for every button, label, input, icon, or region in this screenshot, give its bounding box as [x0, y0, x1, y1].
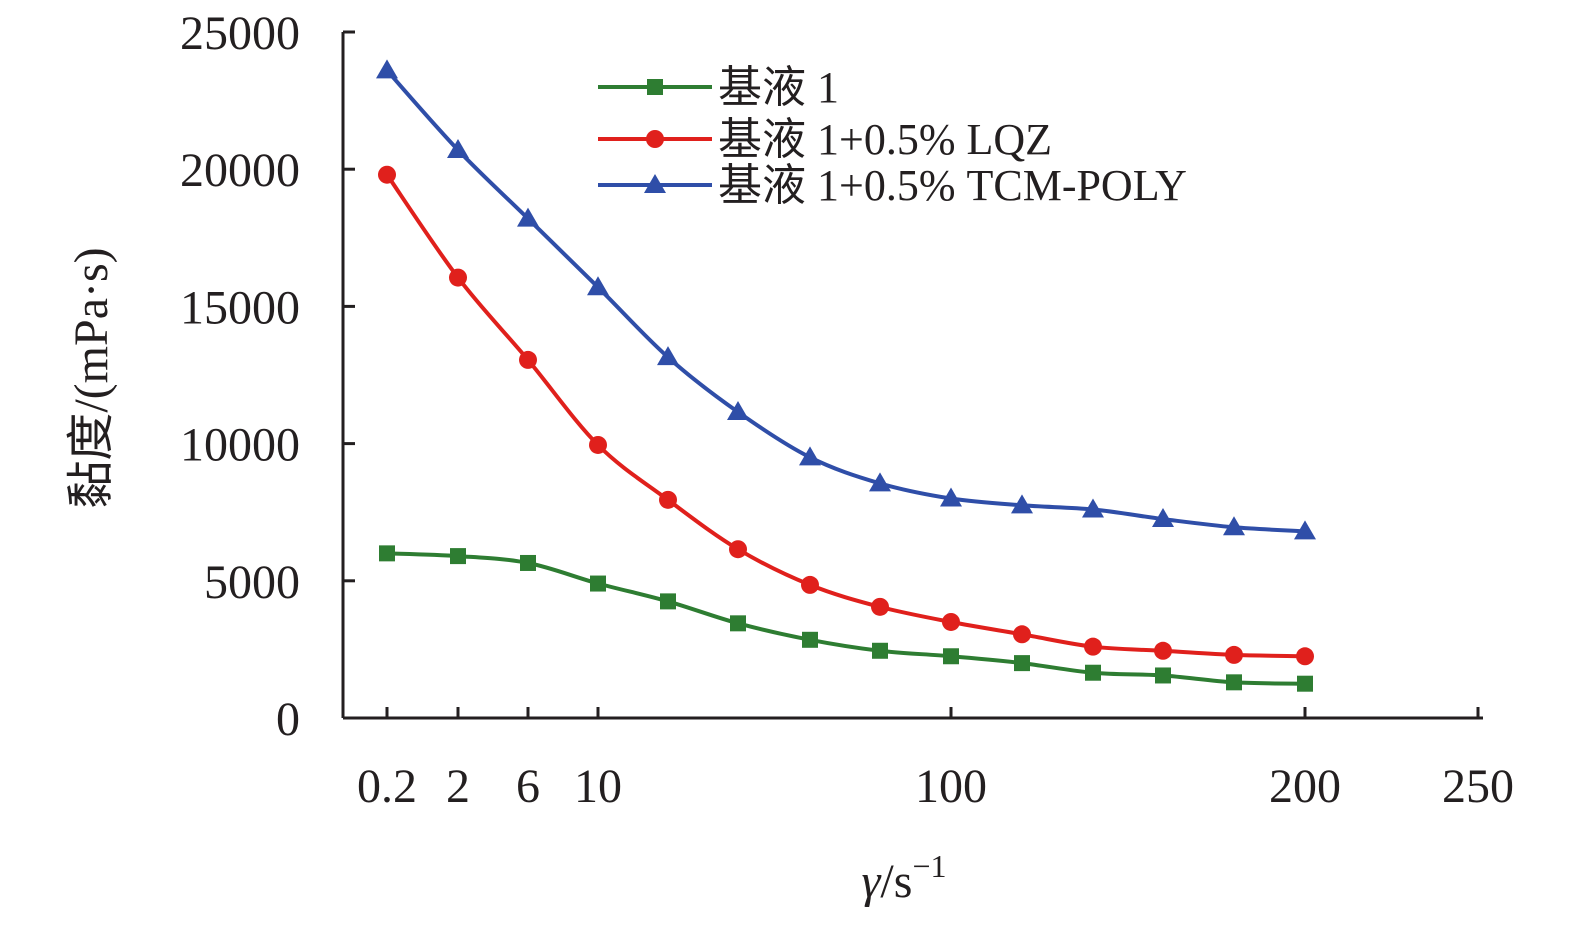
- legend-marker: [646, 130, 664, 148]
- series-lqz: [378, 165, 1314, 666]
- legend-item-base-fluid: 基液 1: [598, 63, 839, 112]
- data-point: [1084, 637, 1102, 656]
- data-point: [447, 138, 469, 158]
- data-point: [1225, 645, 1243, 664]
- data-point: [517, 207, 539, 227]
- legend-label: 基液 1: [718, 63, 839, 112]
- x-tick-label: 0.2: [357, 760, 417, 813]
- data-point: [519, 350, 537, 369]
- data-point: [730, 615, 746, 632]
- data-point: [659, 490, 677, 509]
- y-tick-label: 5000: [204, 556, 300, 609]
- data-point: [799, 446, 821, 466]
- y-tick-label: 20000: [180, 144, 300, 197]
- y-tick-label: 15000: [180, 281, 300, 334]
- series-base-fluid: [379, 545, 1313, 692]
- data-point: [660, 593, 676, 610]
- data-point: [1155, 667, 1171, 684]
- data-point: [729, 540, 747, 559]
- legend-marker: [644, 174, 666, 193]
- data-point: [520, 554, 536, 571]
- x-tick-label: 6: [516, 760, 540, 813]
- legend-marker: [647, 79, 663, 95]
- series-tcm-poly: [376, 59, 1316, 540]
- data-point: [1082, 498, 1104, 518]
- data-point: [1226, 674, 1242, 691]
- data-point: [1152, 508, 1174, 528]
- x-axis-symbol: γ: [862, 855, 882, 908]
- data-point: [1011, 494, 1033, 514]
- data-point: [378, 165, 396, 184]
- data-point: [450, 548, 466, 565]
- data-point: [727, 401, 749, 421]
- data-point: [1223, 516, 1245, 536]
- data-point: [1085, 664, 1101, 681]
- data-point: [1013, 625, 1031, 644]
- x-tick-label: 2: [446, 760, 470, 813]
- x-axis-unit: /s: [880, 855, 912, 908]
- y-ticks: 0 5000 10000 15000 20000 25000: [180, 7, 355, 746]
- x-tick-label: 250: [1442, 760, 1514, 813]
- series-line: [385, 173, 1306, 659]
- data-point: [872, 642, 888, 659]
- legend-label: 基液 1+0.5% TCM-POLY: [718, 161, 1187, 210]
- data-point: [943, 648, 959, 665]
- data-point: [1294, 520, 1316, 540]
- x-ticks: 0.2 2 6 10 100 200 250: [357, 707, 1514, 813]
- data-point: [1297, 675, 1313, 692]
- x-tick-label: 100: [915, 760, 987, 813]
- y-tick-label: 25000: [180, 7, 300, 60]
- y-tick-label: 10000: [180, 419, 300, 472]
- x-axis-exponent: −1: [912, 848, 946, 884]
- data-point: [657, 346, 679, 366]
- data-point: [590, 575, 606, 592]
- y-tick-label: 0: [276, 693, 300, 746]
- data-point: [801, 575, 819, 594]
- data-point: [587, 276, 609, 296]
- data-point: [871, 597, 889, 616]
- data-point: [869, 472, 891, 492]
- data-point: [379, 545, 395, 562]
- data-point: [1014, 655, 1030, 672]
- x-axis-title: γ/s−1: [862, 848, 947, 908]
- legend-item-lqz: 基液 1+0.5% LQZ: [598, 115, 1052, 164]
- series-layer: [376, 59, 1316, 692]
- data-point: [1154, 641, 1172, 660]
- data-point: [940, 487, 962, 507]
- x-tick-label: 10: [574, 760, 622, 813]
- legend-label: 基液 1+0.5% LQZ: [718, 115, 1052, 164]
- data-point: [376, 59, 398, 79]
- y-axis-title: 黏度/(mPa·s): [65, 247, 118, 508]
- data-point: [1296, 647, 1314, 666]
- series-line: [386, 551, 1306, 686]
- data-point: [449, 268, 467, 287]
- data-point: [589, 435, 607, 454]
- x-tick-label: 200: [1269, 760, 1341, 813]
- data-point: [942, 612, 960, 631]
- legend-item-tcm-poly: 基液 1+0.5% TCM-POLY: [598, 161, 1187, 210]
- data-point: [802, 631, 818, 648]
- axes: [341, 32, 1483, 720]
